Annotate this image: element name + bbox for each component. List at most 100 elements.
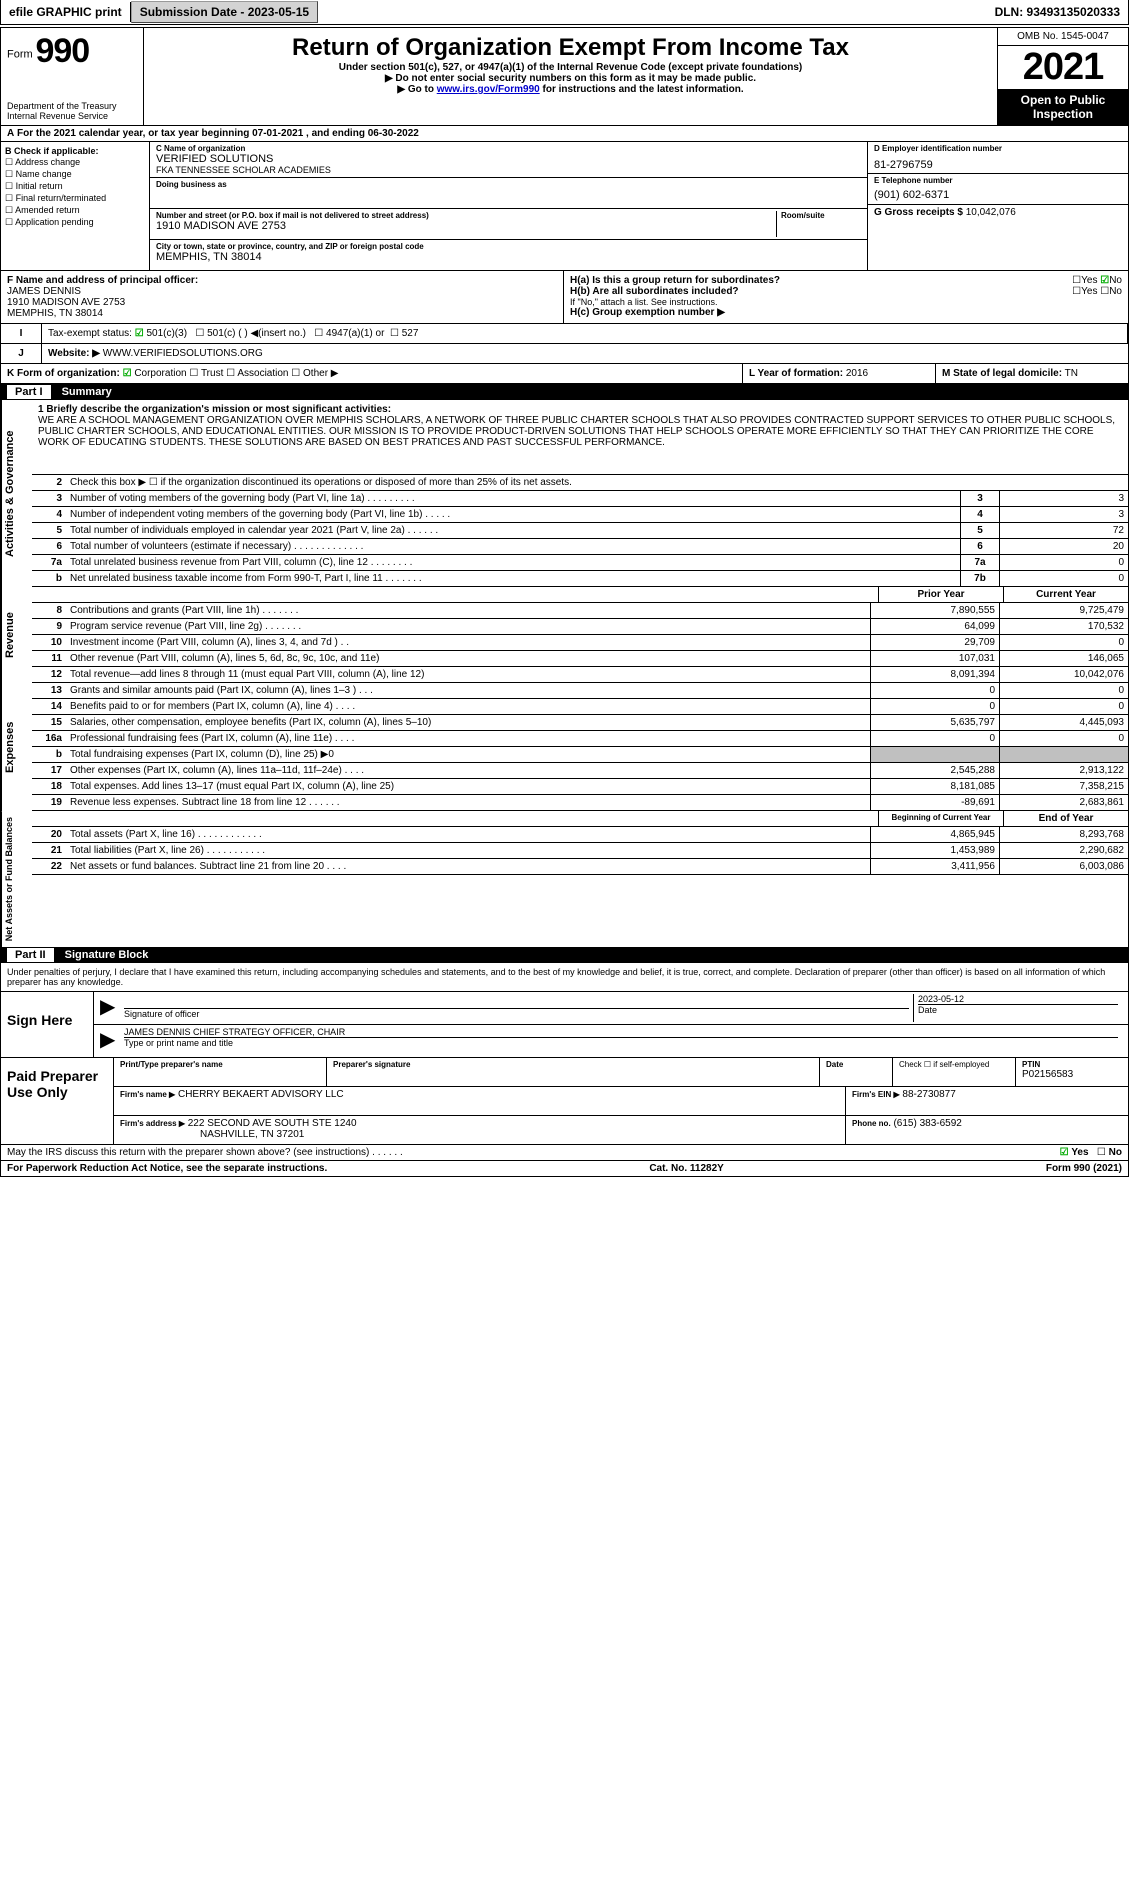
table-row: 13Grants and similar amounts paid (Part … (32, 683, 1128, 699)
chk-name[interactable]: Name change (5, 169, 145, 180)
firm-ein-label: Firm's EIN ▶ (852, 1090, 900, 1099)
side-revenue: Revenue (1, 587, 32, 683)
dept-label: Department of the Treasury (7, 101, 137, 111)
side-net: Net Assets or Fund Balances (1, 811, 32, 947)
table-row: 12Total revenue—add lines 8 through 11 (… (32, 667, 1128, 683)
signer-name-label: Type or print name and title (124, 1037, 1118, 1048)
row-j: J Website: ▶ WWW.VERIFIEDSOLUTIONS.ORG (1, 344, 1128, 364)
chk-discuss-yes[interactable] (1060, 1147, 1069, 1158)
chk-initial[interactable]: Initial return (5, 181, 145, 192)
chk-527[interactable] (390, 328, 399, 339)
chk-discuss-no[interactable] (1097, 1147, 1106, 1158)
row-fh: F Name and address of principal officer:… (1, 271, 1128, 324)
chk-4947[interactable] (314, 328, 323, 339)
discuss-row: May the IRS discuss this return with the… (1, 1145, 1128, 1161)
net-section: Net Assets or Fund Balances Beginning of… (1, 811, 1128, 947)
revenue-header: Prior Year Current Year (32, 587, 1128, 603)
firm-addr-label: Firm's address ▶ (120, 1119, 185, 1128)
table-row: bNet unrelated business taxable income f… (32, 571, 1128, 587)
end-year-header: End of Year (1003, 811, 1128, 826)
table-row: bTotal fundraising expenses (Part IX, co… (32, 747, 1128, 763)
chk-trust[interactable] (189, 368, 198, 379)
table-row: 10Investment income (Part VIII, column (… (32, 635, 1128, 651)
table-row: 19Revenue less expenses. Subtract line 1… (32, 795, 1128, 811)
table-row: 16aProfessional fundraising fees (Part I… (32, 731, 1128, 747)
firm-name: CHERRY BEKAERT ADVISORY LLC (178, 1089, 344, 1100)
prep-phone: (615) 383-6592 (893, 1118, 961, 1129)
paperwork-text: For Paperwork Reduction Act Notice, see … (7, 1163, 327, 1174)
part1-header: Part I Summary (1, 384, 1128, 400)
sig-date: 2023-05-12 (918, 994, 1118, 1004)
table-row: 3Number of voting members of the governi… (32, 491, 1128, 507)
firm-addr: 222 SECOND AVE SOUTH STE 1240 (188, 1118, 357, 1129)
ein-label: D Employer identification number (874, 144, 1122, 153)
form-prefix: Form (7, 49, 33, 61)
chk-other[interactable] (291, 368, 300, 379)
part2-header: Part II Signature Block (1, 947, 1128, 963)
j-label: J (1, 344, 42, 363)
officer-name: JAMES DENNIS (7, 286, 81, 297)
trust-label: Trust (201, 368, 223, 379)
officer-label: F Name and address of principal officer: (7, 275, 198, 286)
prep-phone-label: Phone no. (852, 1119, 891, 1128)
firm-city: NASHVILLE, TN 37201 (200, 1129, 304, 1140)
current-year-header: Current Year (1003, 587, 1128, 602)
submission-date-button[interactable]: Submission Date - 2023-05-15 (131, 1, 318, 23)
city-label: City or town, state or province, country… (156, 242, 861, 251)
chk-501c[interactable] (195, 328, 204, 339)
preparer-block: Paid Preparer Use Only Print/Type prepar… (1, 1058, 1128, 1145)
omb-label: OMB No. 1545-0047 (998, 28, 1128, 46)
h-b-note: If "No," attach a list. See instructions… (570, 297, 1122, 307)
inspection-label: Open to Public Inspection (998, 89, 1128, 125)
website-value: WWW.VERIFIEDSOLUTIONS.ORG (103, 348, 263, 359)
form-warn1: ▶ Do not enter social security numbers o… (150, 73, 991, 84)
chk-final[interactable]: Final return/terminated (5, 193, 145, 204)
sign-here-block: Sign Here ▶ Signature of officer 2023-05… (1, 992, 1128, 1058)
officer-block: F Name and address of principal officer:… (1, 271, 564, 323)
side-expenses: Expenses (1, 683, 32, 811)
org-column: C Name of organization VERIFIED SOLUTION… (150, 142, 868, 270)
chk-amended[interactable]: Amended return (5, 205, 145, 216)
corp-label: Corporation (134, 368, 186, 379)
checkbox-header: B Check if applicable: (5, 146, 99, 156)
tax-year-text: For the 2021 calendar year, or tax year … (17, 128, 419, 139)
table-row: 4Number of independent voting members of… (32, 507, 1128, 523)
chk-address[interactable]: Address change (5, 157, 145, 168)
h-block: H(a) Is this a group return for subordin… (564, 271, 1128, 323)
h-b-label: H(b) Are all subordinates included? (570, 286, 739, 297)
gross-label: G Gross receipts $ (874, 207, 963, 218)
mission-block: 1 Briefly describe the organization's mi… (32, 400, 1128, 475)
prior-year-header: Prior Year (878, 587, 1003, 602)
chk-501c3[interactable] (135, 328, 144, 339)
discuss-text: May the IRS discuss this return with the… (7, 1147, 403, 1158)
chk-corp[interactable] (123, 368, 132, 379)
l-value: 2016 (846, 368, 868, 379)
footer-row: For Paperwork Reduction Act Notice, see … (1, 1161, 1128, 1176)
prep-check-label: Check ☐ if self-employed (899, 1060, 1009, 1069)
mission-text: WE ARE A SCHOOL MANAGEMENT ORGANIZATION … (38, 415, 1115, 448)
h-a-label: H(a) Is this a group return for subordin… (570, 275, 780, 286)
governance-section: Activities & Governance 1 Briefly descri… (1, 400, 1128, 587)
part1-tab: Part I (7, 385, 51, 399)
chk-assoc[interactable] (226, 368, 235, 379)
signer-name: JAMES DENNIS CHIEF STRATEGY OFFICER, CHA… (124, 1027, 1118, 1037)
org-address: 1910 MADISON AVE 2753 (156, 220, 776, 232)
side-governance: Activities & Governance (1, 400, 32, 587)
table-row: 5Total number of individuals employed in… (32, 523, 1128, 539)
room-label: Room/suite (781, 211, 861, 220)
table-row: 7aTotal unrelated business revenue from … (32, 555, 1128, 571)
org-fka: FKA TENNESSEE SCHOLAR ACADEMIES (156, 165, 861, 175)
table-row: 9Program service revenue (Part VIII, lin… (32, 619, 1128, 635)
sign-here-label: Sign Here (1, 992, 94, 1057)
ptin-label: PTIN (1022, 1060, 1122, 1069)
dba-label: Doing business as (156, 180, 861, 189)
prep-name-label: Print/Type preparer's name (120, 1060, 320, 1069)
assoc-label: Association (237, 368, 288, 379)
expense-section: Expenses 13Grants and similar amounts pa… (1, 683, 1128, 811)
chk-application[interactable]: Application pending (5, 217, 145, 228)
irs-link[interactable]: www.irs.gov/Form990 (437, 84, 540, 95)
table-row: 14Benefits paid to or for members (Part … (32, 699, 1128, 715)
table-row: 21Total liabilities (Part X, line 26) . … (32, 843, 1128, 859)
preparer-header: Paid Preparer Use Only (1, 1058, 114, 1144)
sig-date-label: Date (918, 1004, 1118, 1015)
